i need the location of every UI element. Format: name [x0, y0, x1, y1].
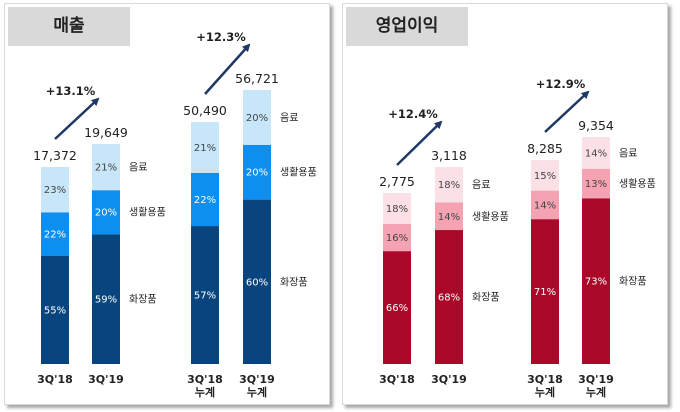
series-legend-label: 화장품 — [619, 276, 647, 288]
bar-segment — [191, 226, 219, 364]
category-label: 누계 — [586, 385, 606, 399]
segment-value-label: 14% — [585, 148, 607, 159]
bar-segment — [531, 219, 559, 364]
category-label: 3Q'18 — [37, 373, 73, 386]
segment-value-label: 57% — [194, 291, 216, 302]
bar-segment — [383, 251, 411, 364]
series-legend-label: 화장품 — [129, 294, 157, 306]
series-legend-label: 음료 — [472, 179, 490, 191]
segment-value-label: 22% — [44, 229, 66, 240]
bar-segment — [383, 193, 411, 224]
bar-segment — [92, 144, 120, 191]
segment-value-label: 15% — [534, 171, 556, 182]
category-label: 3Q'19 — [88, 373, 124, 386]
growth-arrow — [544, 90, 590, 133]
series-legend-label: 음료 — [619, 147, 637, 159]
operating-profit-panel: 영업이익 66% 16% 18% 2,775 3Q'18 68% 화장품 14% 생활용품 18%… — [342, 3, 668, 405]
panel-title: 영업이익 — [346, 7, 468, 46]
bar-total-label: 3,118 — [431, 148, 467, 163]
bar-segment — [41, 167, 69, 213]
segment-value-label: 20% — [246, 113, 268, 124]
panel-title: 매출 — [8, 7, 130, 46]
category-label: 3Q'19 — [431, 373, 467, 386]
segment-value-label: 22% — [194, 195, 216, 206]
series-legend-label: 생활용품 — [280, 166, 317, 179]
bar-segment — [191, 122, 219, 173]
segment-value-label: 23% — [44, 185, 66, 196]
segment-value-label: 21% — [194, 143, 216, 154]
bar-segment — [582, 198, 610, 364]
segment-value-label: 14% — [534, 200, 556, 211]
bar-total-label: 56,721 — [235, 71, 279, 86]
series-legend-label: 생활용품 — [472, 210, 509, 223]
series-legend-label: 생활용품 — [619, 177, 656, 190]
segment-value-label: 13% — [585, 179, 607, 190]
bar-total-label: 50,490 — [183, 103, 227, 118]
segment-value-label: 21% — [95, 163, 117, 174]
growth-arrow — [396, 120, 443, 166]
bar-segment — [243, 144, 271, 200]
series-legend-label: 생활용품 — [129, 206, 166, 219]
bar-segment — [582, 168, 610, 199]
growth-rate-label: +13.1% — [46, 84, 96, 98]
bar-segment — [582, 137, 610, 169]
bar-segment — [383, 223, 411, 252]
segment-value-label: 66% — [386, 303, 408, 314]
bar-segment — [41, 255, 69, 364]
segment-value-label: 59% — [95, 295, 117, 306]
segment-value-label: 71% — [534, 287, 556, 298]
segment-value-label: 68% — [438, 293, 460, 304]
operating-profit-chart: 66% 16% 18% 2,775 3Q'18 68% 화장품 14% 생활용품 18% 음료 3,1… — [379, 77, 656, 399]
category-label: 3Q'19 — [578, 373, 614, 386]
bar-segment — [243, 90, 271, 145]
category-label: 3Q'19 — [239, 373, 275, 386]
bar-segment — [41, 212, 69, 256]
growth-rate-label: +12.3% — [196, 30, 246, 44]
bar-total-label: 19,649 — [84, 125, 128, 140]
segment-value-label: 18% — [438, 180, 460, 191]
category-label: 3Q'18 — [379, 373, 415, 386]
bar-total-label: 2,775 — [379, 174, 415, 189]
revenue-panel: 매출 55% 22% 23% 17,372 3Q'18 59% 화장품 20% 생활용품 21% 음… — [4, 3, 330, 405]
growth-arrow — [204, 43, 251, 95]
series-legend-label: 음료 — [280, 112, 298, 124]
series-legend-label: 음료 — [129, 162, 147, 174]
segment-value-label: 16% — [386, 233, 408, 244]
growth-rate-label: +12.4% — [388, 107, 438, 121]
bar-segment — [243, 199, 271, 364]
bar-segment — [531, 190, 559, 220]
category-label: 누계 — [247, 385, 267, 399]
series-legend-label: 화장품 — [472, 292, 500, 304]
growth-arrow — [54, 97, 100, 140]
bar-segment — [92, 190, 120, 235]
bar-segment — [92, 234, 120, 364]
segment-value-label: 20% — [95, 208, 117, 219]
series-legend-label: 화장품 — [280, 276, 308, 288]
category-label: 3Q'18 — [527, 373, 563, 386]
category-label: 누계 — [195, 385, 215, 399]
bar-segment — [531, 160, 559, 191]
segment-value-label: 18% — [386, 204, 408, 215]
bar-segment — [435, 202, 463, 231]
bar-segment — [435, 167, 463, 203]
growth-rate-label: +12.9% — [536, 77, 586, 91]
category-label: 3Q'18 — [187, 373, 223, 386]
segment-value-label: 73% — [585, 277, 607, 288]
category-label: 누계 — [535, 385, 555, 399]
bar-total-label: 17,372 — [33, 148, 77, 163]
bar-segment — [435, 230, 463, 364]
revenue-chart: 55% 22% 23% 17,372 3Q'18 59% 화장품 20% 생활용품 21% 음료 19… — [33, 30, 317, 399]
segment-value-label: 55% — [44, 305, 66, 316]
bar-segment — [191, 172, 219, 227]
segment-value-label: 14% — [438, 212, 460, 223]
segment-value-label: 20% — [246, 168, 268, 179]
bar-total-label: 8,285 — [527, 141, 563, 156]
segment-value-label: 60% — [246, 277, 268, 288]
bar-total-label: 9,354 — [578, 118, 614, 133]
